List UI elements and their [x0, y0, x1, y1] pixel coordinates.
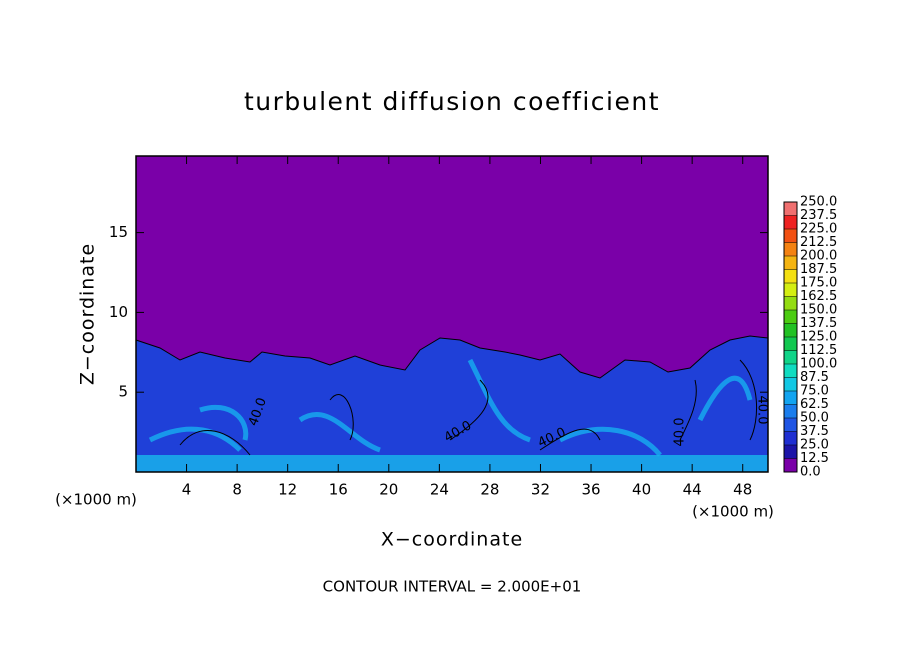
colorbar-label: 137.5	[800, 316, 837, 331]
colorbar-swatch	[784, 296, 797, 310]
chart-title: turbulent diffusion coefficient	[244, 87, 660, 116]
y-tick-label: 15	[109, 223, 128, 241]
y-tick-label: 5	[118, 383, 128, 401]
colorbar-label: 225.0	[800, 222, 837, 237]
colorbar-swatch	[784, 458, 797, 472]
colorbar-label: 175.0	[800, 276, 837, 291]
colorbar-label: 50.0	[800, 411, 829, 426]
colorbar-swatch	[784, 256, 797, 270]
colorbar-swatch	[784, 377, 797, 391]
colorbar-label: 100.0	[800, 357, 837, 372]
colorbar-label: 212.5	[800, 235, 837, 250]
colorbar-label: 250.0	[800, 195, 837, 210]
colorbar-swatch	[784, 337, 797, 351]
colorbar-swatch	[784, 229, 797, 243]
x-tick-label: 12	[278, 481, 297, 499]
y-tick-label: 10	[109, 303, 128, 321]
colorbar-label: 237.5	[800, 208, 837, 223]
x-tick-label: 48	[733, 481, 752, 499]
y-axis-label: Z−coordinate	[77, 243, 99, 385]
turbulent-streaks	[148, 358, 753, 457]
colorbar-swatch	[784, 269, 797, 283]
x-tick-label: 24	[430, 481, 449, 499]
x-axis-label: X−coordinate	[381, 529, 523, 551]
contour-label: 40.0	[755, 396, 770, 425]
colorbar-swatch	[784, 242, 797, 256]
x-tick-label: 8	[232, 481, 242, 499]
x-tick-label: 16	[329, 481, 348, 499]
x-tick-label: 44	[683, 481, 702, 499]
colorbar-swatch	[784, 445, 797, 459]
colorbar-label: 162.5	[800, 289, 837, 304]
colorbar-swatch	[784, 418, 797, 432]
colorbar-swatch	[784, 202, 797, 216]
x-tick-label: 20	[379, 481, 398, 499]
x-tick-label: 28	[480, 481, 499, 499]
contour-label: 40.0	[673, 418, 688, 447]
colorbar-label: 200.0	[800, 249, 837, 264]
x-unit-label: (×1000 m)	[692, 503, 774, 521]
footer: CONTOUR INTERVAL = 2.000E+01	[323, 578, 582, 596]
colorbar-label: 62.5	[800, 397, 829, 412]
x-tick-label: 40	[632, 481, 651, 499]
x-tick-label: 32	[531, 481, 550, 499]
colorbar-swatch	[784, 350, 797, 364]
colorbar-label: 87.5	[800, 370, 829, 385]
colorbar-swatch	[784, 431, 797, 445]
x-unit-label: (×1000 m)	[55, 491, 137, 509]
colorbar-label: 150.0	[800, 303, 837, 318]
colorbar-swatch	[784, 283, 797, 297]
colorbar-label: 25.0	[800, 438, 829, 453]
colorbar-label: 75.0	[800, 384, 829, 399]
turbulent-layer	[135, 335, 769, 473]
colorbar-label: 0.0	[800, 465, 821, 480]
plot-frame	[135, 155, 769, 473]
colorbar-label: 187.5	[800, 262, 837, 277]
contour-line	[179, 359, 758, 456]
colorbar-swatch	[784, 215, 797, 229]
colorbar-swatch	[784, 310, 797, 324]
colorbar-swatch	[784, 323, 797, 337]
colorbar-label: 112.5	[800, 343, 837, 358]
colorbar-swatch	[784, 404, 797, 418]
field	[135, 156, 769, 473]
colorbar-label: 12.5	[800, 451, 829, 466]
surface-layer	[136, 455, 768, 472]
colorbar-swatch	[784, 364, 797, 378]
x-tick-label: 4	[182, 481, 192, 499]
colorbar-swatch	[784, 391, 797, 405]
colorbar-label: 125.0	[800, 330, 837, 345]
x-tick-label: 36	[581, 481, 600, 499]
colorbar-label: 37.5	[800, 424, 829, 439]
